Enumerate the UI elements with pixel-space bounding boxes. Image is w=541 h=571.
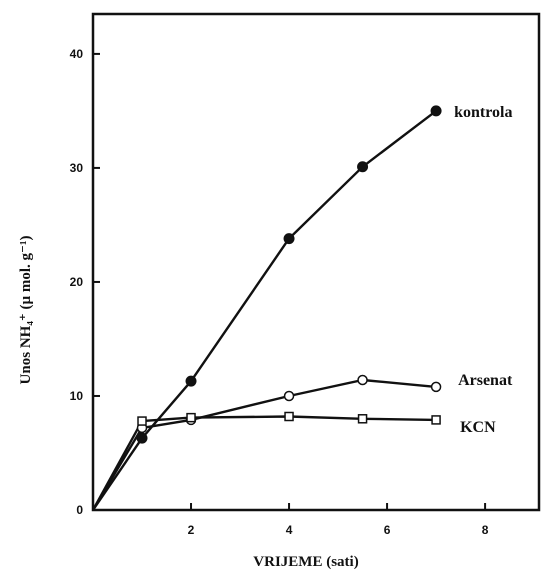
series-label-kontrola: kontrola [454, 104, 512, 121]
data-point-kcn [186, 412, 196, 423]
y-tick-label: 20 [70, 275, 84, 289]
series-label-kcn: KCN [460, 419, 496, 436]
data-point-kontrola [430, 105, 442, 117]
data-point-kontrola [357, 161, 369, 173]
plot-frame [91, 12, 541, 512]
series-line-kontrola [92, 109, 437, 511]
data-point-arsenat [430, 381, 442, 393]
series-lines [91, 109, 437, 511]
x-axis-ticks: 2 4 6 8 [188, 503, 489, 537]
data-point-kcn [284, 411, 294, 422]
data-point-kcn [137, 416, 147, 426]
y-tick-label: 30 [70, 161, 84, 175]
data-point-kontrola [185, 375, 197, 387]
y-tick-label: 40 [70, 47, 84, 61]
data-point-kontrola [136, 432, 148, 444]
series-label-arsenat: Arsenat [458, 372, 513, 389]
x-axis-label: VRIJEME (sati) [253, 554, 358, 570]
series-labels: kontrola Arsenat KCN [454, 104, 513, 436]
series-line-arsenat [91, 378, 437, 511]
x-tick-label: 2 [188, 523, 195, 537]
data-point-kontrola [283, 233, 295, 245]
data-point-kcn [357, 414, 368, 424]
y-tick-label: 0 [76, 503, 83, 517]
x-tick-label: 4 [286, 523, 293, 537]
data-point-arsenat [283, 390, 295, 402]
data-point-kcn [431, 415, 441, 425]
x-tick-label: 6 [384, 523, 391, 537]
series-markers [136, 105, 442, 444]
data-point-arsenat [357, 374, 368, 386]
x-tick-label: 8 [482, 523, 489, 537]
series-line-kcn [91, 415, 437, 511]
y-axis-ticks: 0 10 20 30 40 [70, 47, 100, 517]
y-axis-label: Unos NH₄⁺ (µ mol. g⁻¹) [18, 236, 34, 385]
y-tick-label: 10 [70, 389, 84, 403]
